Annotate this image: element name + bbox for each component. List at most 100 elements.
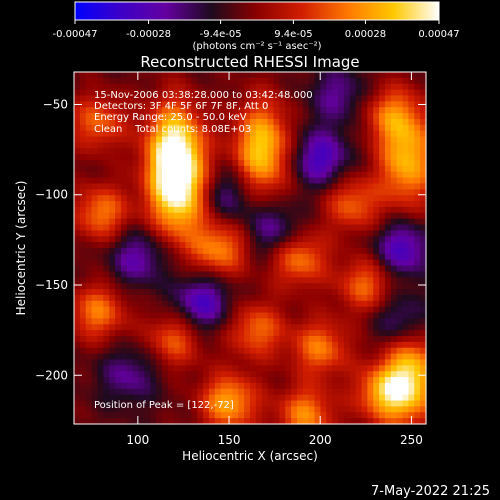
heatmap-cell (214, 224, 222, 231)
heatmap-cell (343, 154, 351, 161)
heatmap-cell (85, 201, 93, 208)
heatmap-cell (267, 212, 275, 220)
heatmap-cell (214, 160, 222, 167)
heatmap-cell (302, 265, 310, 273)
heatmap-cell (120, 359, 128, 366)
heatmap-cell (396, 77, 404, 85)
heatmap-cell (414, 283, 421, 290)
heatmap-cell (103, 306, 110, 314)
heatmap-cell (373, 347, 380, 355)
heatmap-cell (296, 377, 304, 384)
heatmap-cell (296, 113, 304, 120)
heatmap-cell (208, 412, 216, 419)
heatmap-cell (261, 283, 269, 290)
heatmap-cell (414, 165, 421, 173)
heatmap-cell (384, 306, 392, 314)
heatmap-cell (126, 412, 134, 419)
heatmap-cell (232, 177, 239, 185)
heatmap-cell (238, 283, 245, 290)
heatmap-cell (285, 142, 292, 149)
heatmap-cell (414, 107, 421, 114)
heatmap-cell (296, 400, 304, 407)
heatmap-cell (373, 382, 380, 390)
heatmap-cell (91, 189, 99, 196)
heatmap-cell (408, 83, 415, 91)
heatmap-cell (414, 212, 421, 220)
heatmap-cell (238, 388, 245, 396)
heatmap-cell (109, 300, 116, 308)
heatmap-cell (120, 83, 128, 91)
heatmap-cell (109, 72, 116, 79)
heatmap-cell (208, 312, 216, 319)
heatmap-cell (138, 124, 145, 132)
heatmap-cell (156, 165, 163, 173)
heatmap-cell (138, 89, 145, 97)
heatmap-cell (367, 130, 374, 138)
heatmap-cell (255, 242, 263, 249)
heatmap-cell (332, 248, 339, 255)
heatmap-cell (79, 118, 87, 126)
heatmap-cell (74, 171, 81, 179)
heatmap-cell (355, 347, 363, 355)
heatmap-cell (320, 353, 327, 361)
heatmap-cell (115, 394, 122, 402)
heatmap-cell (138, 136, 145, 143)
heatmap-cell (261, 341, 269, 349)
heatmap-cell (343, 89, 351, 97)
heatmap-cell (332, 107, 339, 114)
heatmap-cell (232, 365, 239, 372)
heatmap-cell (314, 371, 321, 378)
heatmap-cell (326, 400, 333, 407)
heatmap-cell (302, 289, 310, 296)
heatmap-cell (384, 388, 392, 396)
heatmap-cell (343, 382, 351, 390)
heatmap-cell (296, 271, 304, 278)
heatmap-cell (162, 324, 169, 331)
heatmap-cell (338, 377, 345, 384)
heatmap-cell (226, 183, 233, 190)
heatmap-cell (244, 224, 251, 231)
heatmap-cell (302, 306, 310, 314)
heatmap-cell (367, 365, 374, 372)
heatmap-cell (115, 306, 122, 314)
heatmap-cell (396, 101, 404, 108)
heatmap-cell (220, 365, 228, 372)
heatmap-cell (384, 160, 392, 167)
heatmap-cell (420, 95, 427, 102)
heatmap-cell (214, 259, 222, 267)
heatmap-cell (208, 230, 216, 237)
heatmap-cell (97, 265, 104, 273)
heatmap-cell (214, 336, 222, 343)
heatmap-cell (156, 101, 163, 108)
heatmap-cell (173, 400, 181, 407)
heatmap-cell (150, 89, 157, 97)
heatmap-cell (197, 136, 204, 143)
heatmap-cell (162, 283, 169, 290)
heatmap-cell (267, 300, 275, 308)
heatmap-cell (296, 318, 304, 325)
heatmap-cell (408, 130, 415, 138)
heatmap-cell (162, 312, 169, 319)
heatmap-cell (408, 300, 415, 308)
heatmap-cell (308, 118, 316, 126)
heatmap-cell (320, 95, 327, 102)
heatmap-cell (126, 160, 134, 167)
heatmap-cell (185, 271, 192, 278)
heatmap-cell (109, 253, 116, 261)
heatmap-cell (150, 412, 157, 419)
heatmap-cell (320, 336, 327, 343)
heatmap-cell (332, 160, 339, 167)
heatmap-cell (408, 101, 415, 108)
heatmap-cell (103, 206, 110, 214)
heatmap-cell (203, 107, 210, 114)
heatmap-cell (167, 195, 175, 202)
heatmap-cell (273, 253, 280, 261)
heatmap-cell (291, 113, 298, 120)
heatmap-cell (167, 218, 175, 226)
heatmap-cell (120, 418, 128, 425)
heatmap-cell (179, 283, 187, 290)
heatmap-cell (115, 171, 122, 179)
heatmap-cell (414, 189, 421, 196)
heatmap-cell (273, 341, 280, 349)
heatmap-cell (203, 341, 210, 349)
